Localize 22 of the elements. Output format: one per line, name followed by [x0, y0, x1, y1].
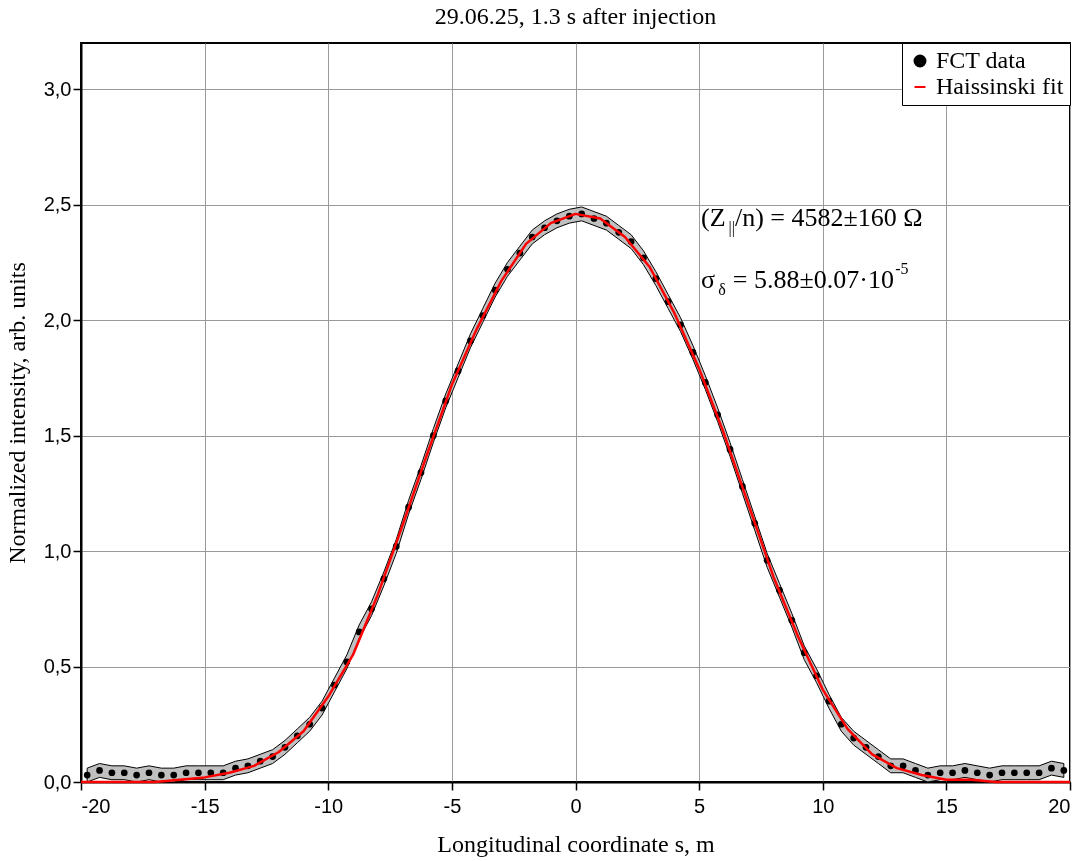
x-tick-label: -20: [81, 794, 111, 817]
y-tick-label: 2,0: [43, 308, 72, 331]
y-tick-label: 0,0: [43, 770, 72, 793]
x-tick-label: -5: [443, 794, 462, 817]
x-tick-label: -15: [190, 794, 220, 817]
x-tick-label: 20: [1048, 794, 1071, 817]
x-tick-label: -10: [314, 794, 344, 817]
x-tick-label: 0: [570, 794, 582, 817]
y-tick-label: 1,5: [43, 424, 72, 447]
x-tick-label: 10: [812, 794, 835, 817]
legend-label: Haissinski fit: [936, 73, 1064, 99]
chart-title: 29.06.25, 1.3 s after injection: [434, 3, 717, 29]
y-tick-label: 1,0: [43, 539, 72, 562]
y-tick-label: 2,5: [43, 193, 72, 216]
annotation: (Z||/n) = 4582±160 Ω: [701, 203, 923, 237]
y-axis-title: Normalized intensity, arb. units: [3, 262, 30, 564]
y-tick-label: 3,0: [43, 77, 72, 100]
legend-label: FCT data: [936, 47, 1026, 73]
x-axis-title: Longitudinal coordinate s, m: [437, 830, 715, 857]
y-tick-label: 0,5: [43, 655, 72, 678]
x-tick-label: 5: [694, 794, 706, 817]
x-tick-label: 15: [935, 794, 958, 817]
